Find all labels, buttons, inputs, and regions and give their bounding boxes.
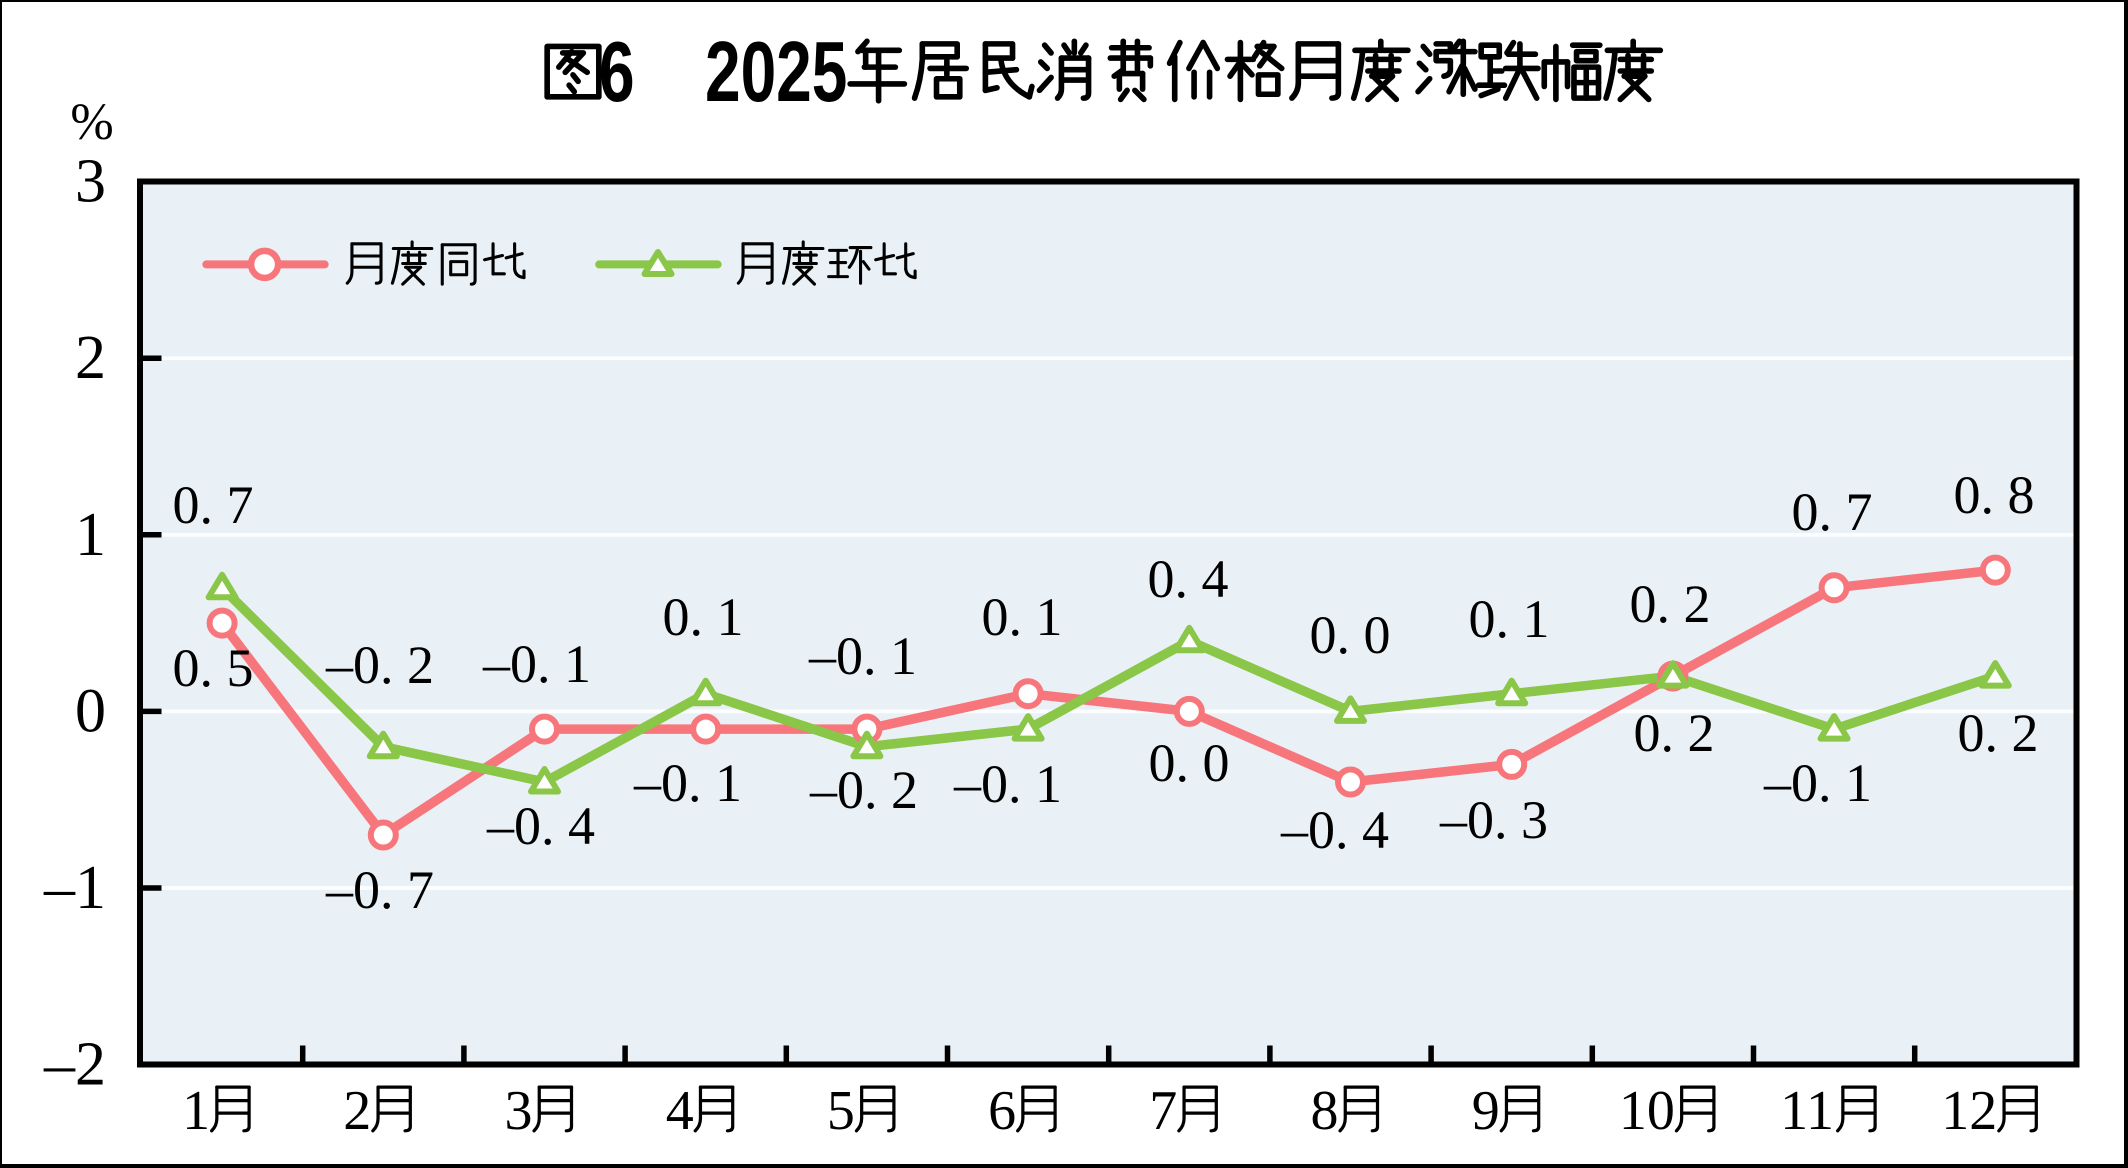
svg-text:–0. 1: –0. 1	[1763, 753, 1872, 813]
svg-text:0. 2: 0. 2	[1634, 703, 1715, 763]
svg-text:–1: –1	[43, 854, 106, 922]
svg-text:6: 6	[599, 24, 635, 119]
svg-text:8: 8	[1311, 1080, 1339, 1142]
svg-text:0. 5: 0. 5	[173, 638, 254, 698]
svg-text:–0. 3: –0. 3	[1439, 790, 1548, 850]
svg-text:–0. 2: –0. 2	[809, 760, 918, 820]
svg-text:–0. 1: –0. 1	[482, 634, 591, 694]
svg-text:–0. 1: –0. 1	[808, 626, 917, 686]
svg-text:1: 1	[75, 501, 106, 569]
svg-text:0. 7: 0. 7	[1792, 482, 1873, 542]
svg-text:–0. 2: –0. 2	[325, 635, 434, 695]
svg-text:6: 6	[988, 1080, 1016, 1142]
svg-text:%: %	[70, 94, 113, 151]
svg-text:–2: –2	[43, 1031, 106, 1099]
svg-text:0. 4: 0. 4	[1148, 549, 1229, 609]
svg-text:0: 0	[75, 677, 106, 745]
svg-text:0. 0: 0. 0	[1310, 605, 1391, 665]
svg-text:2: 2	[343, 1080, 371, 1142]
svg-text:0. 8: 0. 8	[1954, 465, 2035, 525]
svg-text:0. 1: 0. 1	[1469, 589, 1550, 649]
svg-text:0. 1: 0. 1	[663, 587, 744, 647]
svg-text:5: 5	[827, 1080, 855, 1142]
svg-text:0. 0: 0. 0	[1149, 733, 1230, 793]
svg-text:1: 1	[182, 1080, 210, 1142]
svg-text:3: 3	[75, 148, 106, 216]
svg-text:–0. 1: –0. 1	[633, 753, 742, 813]
svg-text:–0. 4: –0. 4	[1280, 800, 1389, 860]
svg-text:–0. 7: –0. 7	[325, 860, 434, 920]
svg-text:9: 9	[1472, 1080, 1500, 1142]
svg-text:0. 1: 0. 1	[982, 587, 1063, 647]
svg-text:4: 4	[666, 1080, 694, 1142]
svg-text:11: 11	[1780, 1080, 1834, 1142]
svg-text:2025: 2025	[705, 24, 847, 119]
svg-text:0. 7: 0. 7	[173, 475, 254, 535]
svg-text:0. 2: 0. 2	[1958, 703, 2039, 763]
svg-text:–0. 4: –0. 4	[486, 796, 595, 856]
svg-text:0. 2: 0. 2	[1630, 574, 1711, 634]
svg-text:3: 3	[505, 1080, 533, 1142]
svg-text:–0. 1: –0. 1	[953, 754, 1062, 814]
svg-text:10: 10	[1619, 1080, 1675, 1142]
svg-text:7: 7	[1149, 1080, 1177, 1142]
svg-text:2: 2	[75, 324, 106, 392]
svg-text:12: 12	[1941, 1080, 1997, 1142]
